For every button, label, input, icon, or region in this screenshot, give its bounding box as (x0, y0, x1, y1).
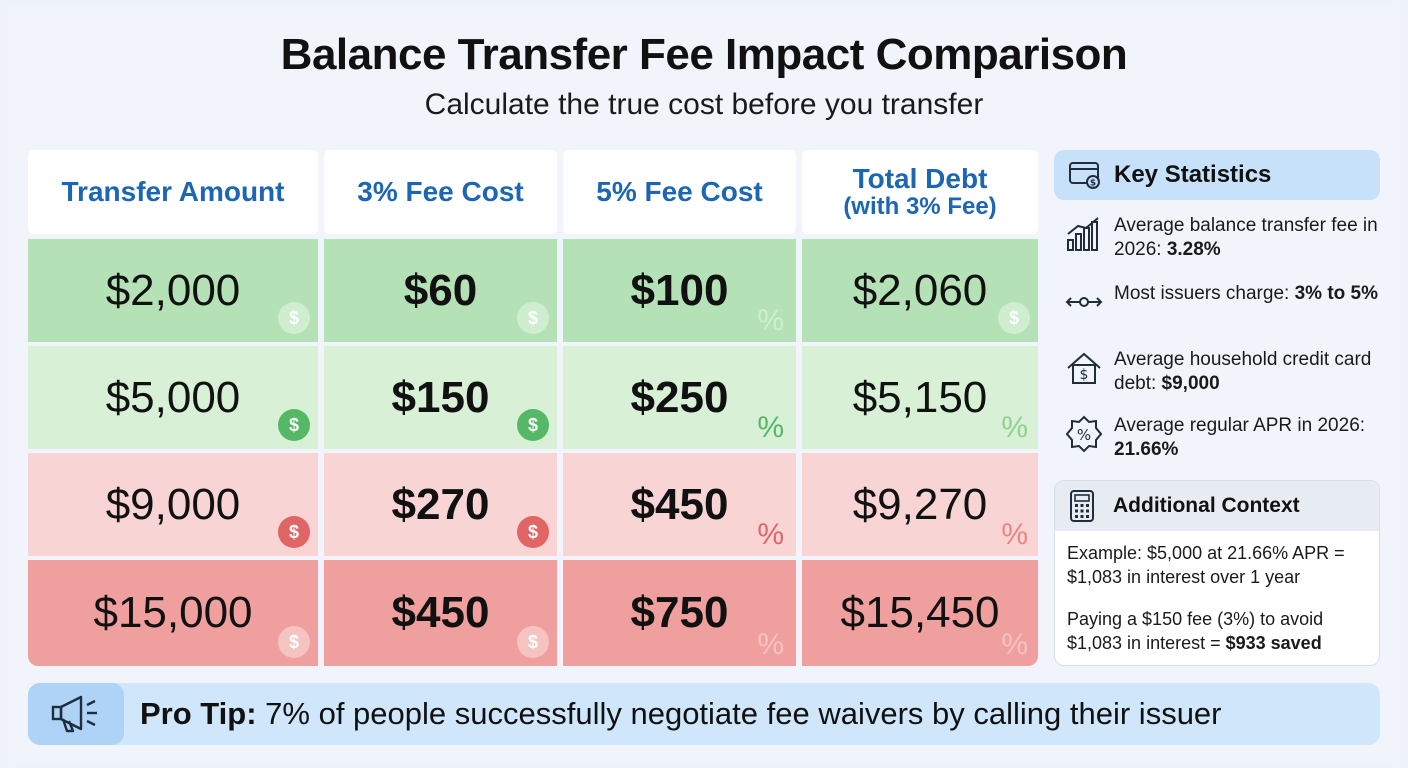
bar-chart-icon (1067, 217, 1099, 251)
dollar-icon: $ (517, 626, 549, 658)
table-cell: $5,150 % (802, 346, 1038, 449)
stat-text: Most issuers charge: 3% to 5% (1114, 283, 1378, 304)
header-transfer-amount: Transfer Amount (28, 150, 318, 234)
additional-context-title: Additional Context (1113, 494, 1300, 517)
dollar-icon: $ (278, 302, 310, 334)
key-statistics-header: $ Key Statistics (1054, 150, 1380, 200)
pro-tip-text: Pro Tip: 7% of people successfully negot… (140, 696, 1222, 731)
cell-value: $5,150 (852, 372, 988, 422)
stat-item: Most issuers charge: 3% to 5% (1064, 282, 1380, 322)
additional-context-box: Additional Context Example: $5,000 at 21… (1054, 480, 1380, 666)
svg-text:%: % (1077, 426, 1091, 444)
pro-tip-banner: Pro Tip: 7% of people successfully negot… (28, 683, 1380, 745)
dollar-icon: $ (517, 302, 549, 334)
stat-item: % Average regular APR in 2026: 21.66% (1064, 414, 1380, 462)
fee-comparison-table: Transfer Amount 3% Fee Cost 5% Fee Cost … (28, 150, 1038, 666)
table-cell: $150 $ (324, 346, 557, 449)
table-cell: $2,060 $ (802, 239, 1038, 342)
megaphone-icon-box (28, 683, 124, 745)
table-cell: $250 % (563, 346, 796, 449)
cell-value: $450 (630, 479, 729, 529)
megaphone-icon (51, 695, 97, 733)
table-cell: $9,000 $ (28, 453, 318, 556)
table-cell: $5,000 $ (28, 346, 318, 449)
dollar-icon: $ (278, 626, 310, 658)
cell-value: $2,060 (852, 265, 988, 315)
context-savings: Paying a $150 fee (3%) to avoid $1,083 i… (1067, 609, 1324, 653)
stat-text: Average regular APR in 2026: 21.66% (1114, 415, 1366, 460)
percent-badge-icon: % (1065, 415, 1103, 453)
additional-context-header: Additional Context (1055, 481, 1379, 531)
svg-text:$: $ (1080, 367, 1089, 383)
dollar-icon: $ (517, 516, 549, 548)
dollar-icon: $ (517, 409, 549, 441)
dollar-icon: $ (278, 516, 310, 548)
cell-value: $5,000 (105, 372, 241, 422)
table-cell: $450 $ (324, 560, 557, 666)
cell-value: $250 (630, 372, 729, 422)
table-cell: $9,270 % (802, 453, 1038, 556)
percent-icon: % (1001, 518, 1028, 551)
cell-value: $15,000 (93, 588, 253, 637)
cell-value: $2,000 (105, 265, 241, 315)
stat-item: $ Average household credit card debt: $9… (1064, 348, 1380, 396)
svg-text:$: $ (1090, 179, 1096, 189)
stat-text: Average balance transfer fee in 2026: 3.… (1114, 215, 1378, 260)
cell-value: $750 (630, 588, 729, 637)
percent-icon: % (757, 628, 784, 661)
percent-icon: % (1001, 411, 1028, 444)
table-cell: $15,000 $ (28, 560, 318, 666)
cell-value: $9,000 (105, 479, 241, 529)
cell-value: $9,270 (852, 479, 988, 529)
cell-value: $270 (391, 479, 490, 529)
header-label: 5% Fee Cost (596, 176, 763, 207)
header-label: Transfer Amount (61, 176, 285, 207)
context-example: Example: $5,000 at 21.66% APR = $1,083 i… (1067, 543, 1345, 587)
range-slider-icon (1065, 297, 1103, 307)
cell-value: $150 (391, 372, 490, 422)
page-title: Balance Transfer Fee Impact Comparison (280, 30, 1128, 79)
header-sublabel: (with 3% Fee) (843, 193, 997, 220)
key-statistics-title: Key Statistics (1114, 161, 1272, 188)
table-cell: $15,450 % (802, 560, 1038, 666)
percent-icon: % (757, 304, 784, 337)
percent-icon: % (1001, 628, 1028, 661)
table-cell: $2,000 $ (28, 239, 318, 342)
table-cell: $60 $ (324, 239, 557, 342)
percent-icon: % (757, 411, 784, 444)
cell-value: $450 (391, 588, 490, 637)
dollar-icon: $ (278, 409, 310, 441)
dollar-icon: $ (998, 302, 1030, 334)
cell-value: $60 (403, 265, 478, 315)
table-cell: $750 % (563, 560, 796, 666)
card-icon: $ (1069, 162, 1100, 189)
header-label: Total Debt (852, 163, 988, 194)
house-dollar-icon: $ (1067, 352, 1101, 384)
table-cell: $270 $ (324, 453, 557, 556)
stat-text: Average household credit card debt: $9,0… (1114, 349, 1372, 394)
calculator-icon (1070, 490, 1094, 522)
page-subtitle: Calculate the true cost before you trans… (424, 88, 984, 121)
header-5pct-fee: 5% Fee Cost (563, 150, 796, 234)
cell-value: $100 (630, 265, 729, 315)
percent-icon: % (757, 518, 784, 551)
cell-value: $15,450 (840, 588, 1000, 637)
header-3pct-fee: 3% Fee Cost (324, 150, 557, 234)
header-total-debt: Total Debt (with 3% Fee) (802, 150, 1038, 234)
header-label: 3% Fee Cost (357, 176, 524, 207)
stat-item: Average balance transfer fee in 2026: 3.… (1064, 214, 1380, 262)
table-cell: $100 % (563, 239, 796, 342)
table-cell: $450 % (563, 453, 796, 556)
